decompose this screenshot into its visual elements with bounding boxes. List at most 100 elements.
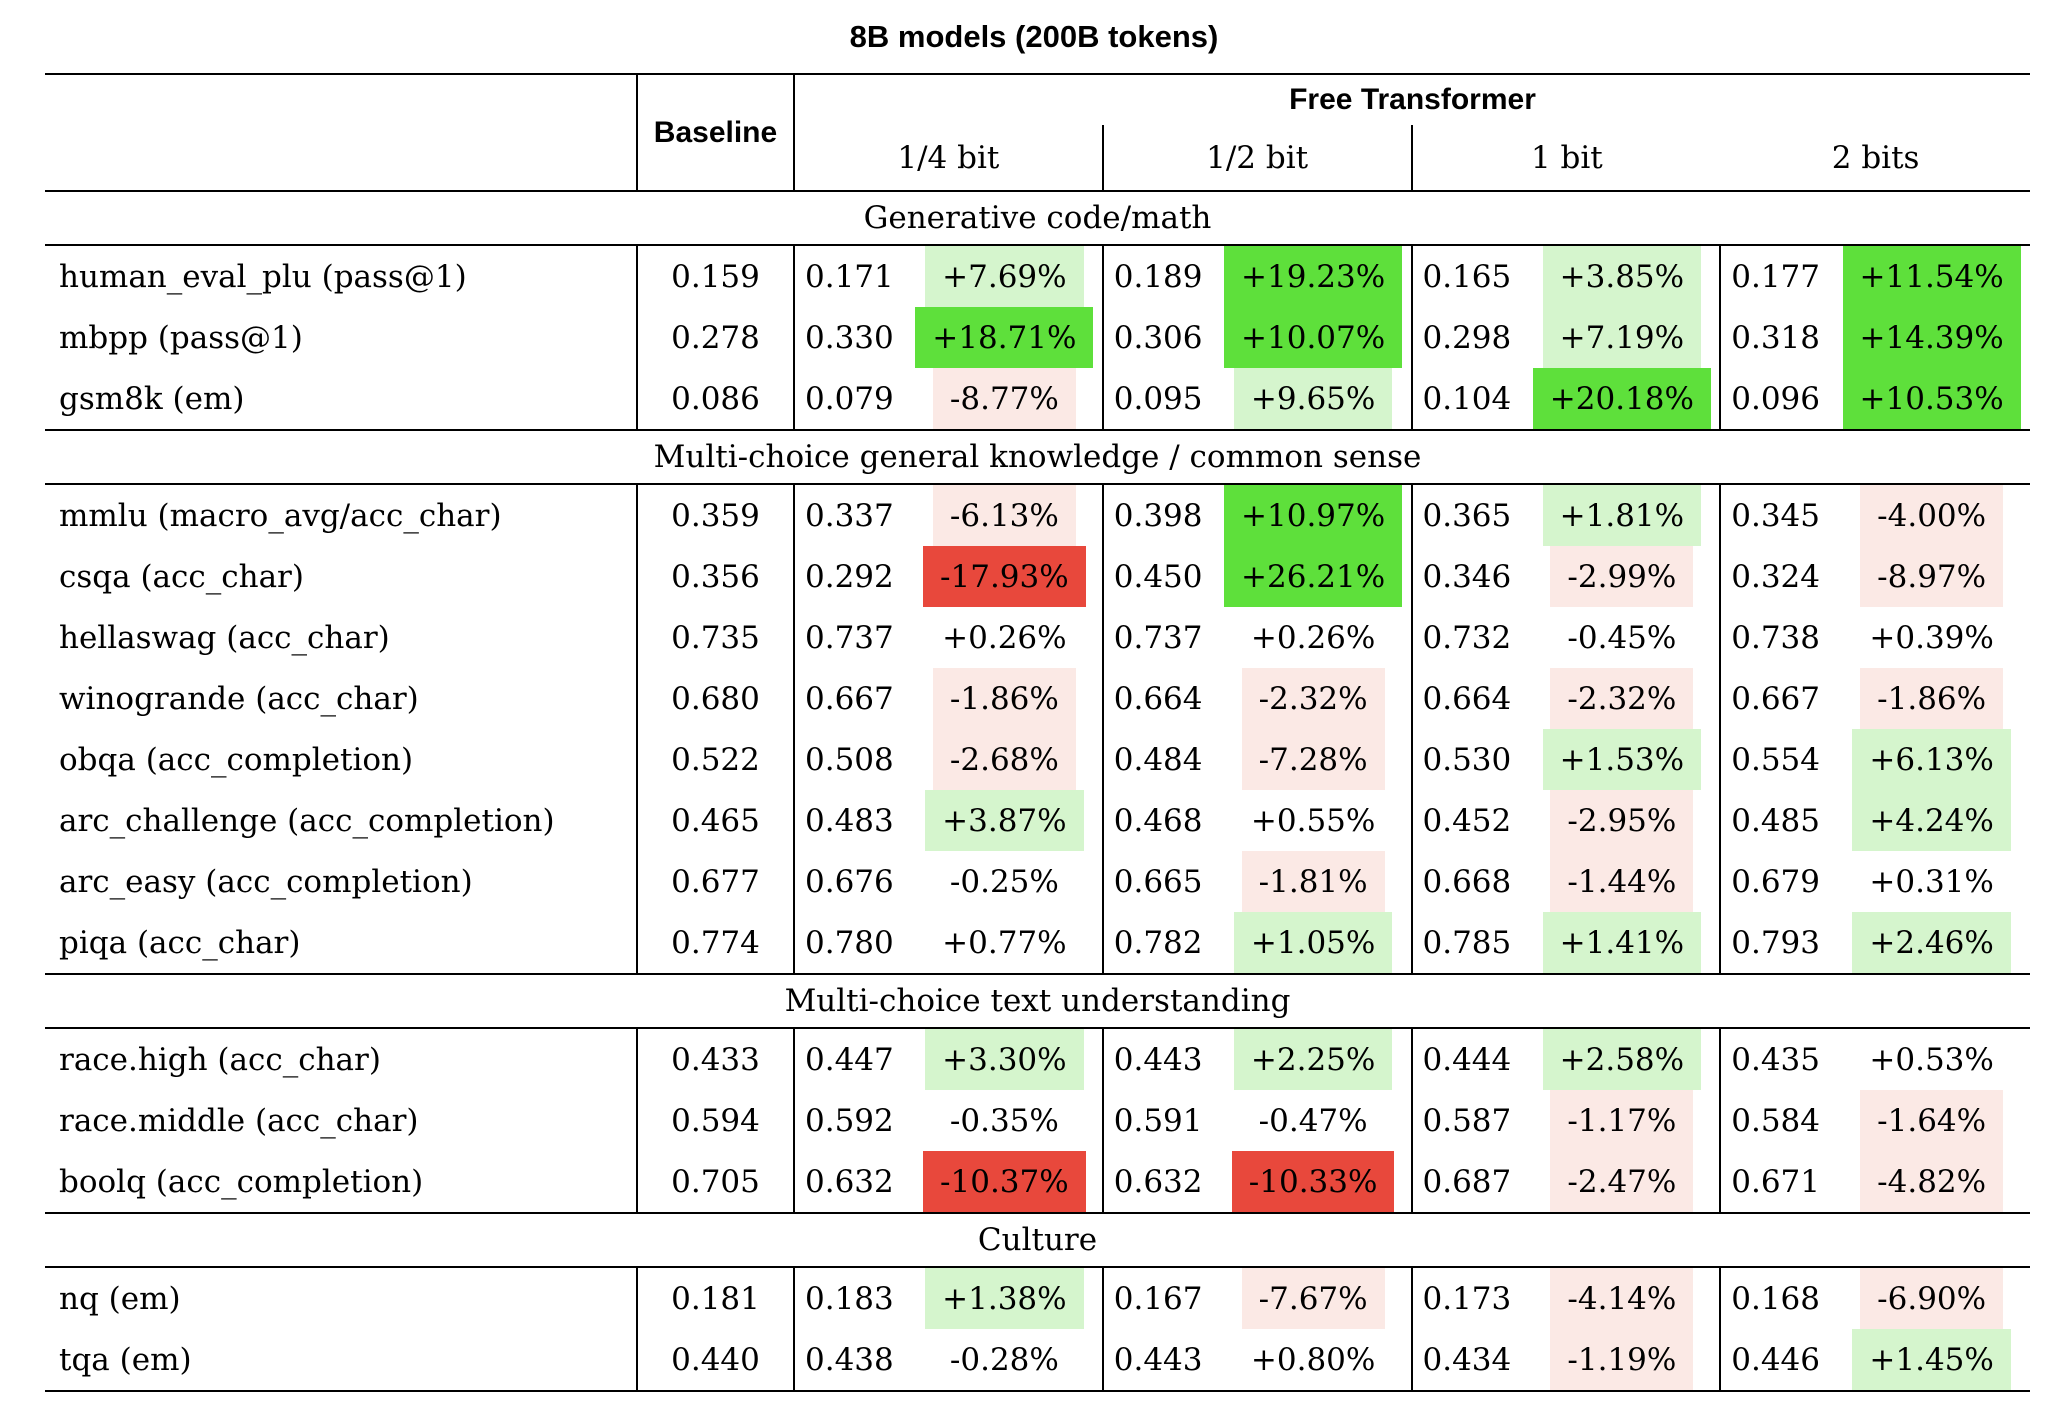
variant-value: 0.177 — [1731, 258, 1820, 295]
variant-value: 0.587 — [1422, 1102, 1512, 1139]
header-variant-two-bits: 2 bits — [1831, 139, 1920, 176]
header-group-label: Free Transformer — [1289, 83, 1536, 116]
section-rule — [45, 244, 2030, 246]
table-row: race.high (acc_char) 0.433 0.447 +3.30% 0.44… — [45, 1029, 2030, 1090]
variant-delta-wrap: +1.05% — [1216, 912, 1411, 973]
variant-delta: -0.47% — [1258, 1102, 1368, 1139]
section-end-rule — [45, 429, 2030, 431]
variant-delta: +0.55% — [1250, 802, 1376, 839]
variant-cell: 0.485 +4.24% — [1721, 790, 2030, 851]
variant-delta-wrap: +2.58% — [1525, 1029, 1720, 1090]
variant-delta: -1.44% — [1550, 851, 1694, 912]
variant-delta: -0.25% — [949, 863, 1059, 900]
variant-delta: +3.30% — [925, 1029, 1084, 1090]
variant-delta-wrap: -4.14% — [1525, 1268, 1720, 1329]
variant-delta-wrap: +6.13% — [1833, 729, 2030, 790]
variant-cell: 0.177 +11.54% — [1721, 246, 2030, 307]
variant-delta-wrap: -1.44% — [1525, 851, 1720, 912]
variant-value: 0.676 — [805, 863, 894, 900]
variant-cell: 0.337 -6.13% — [795, 485, 1104, 546]
variant-delta-wrap: -17.93% — [907, 546, 1102, 607]
variant-cell: 0.446 +1.45% — [1721, 1329, 2030, 1390]
variant-delta: -1.81% — [1241, 851, 1385, 912]
variant-delta-wrap: +3.85% — [1525, 246, 1720, 307]
variant-value: 0.468 — [1113, 802, 1203, 839]
variant-delta: -6.13% — [932, 485, 1076, 546]
benchmark-name: nq (em) — [45, 1268, 638, 1329]
benchmark-name: race.high (acc_char) — [45, 1029, 638, 1090]
variant-cell: 0.782 +1.05% — [1104, 912, 1413, 973]
variant-cell: 0.785 +1.41% — [1413, 912, 1722, 973]
header-variant-one-bit: 1 bit — [1530, 139, 1603, 176]
variant-delta: +1.45% — [1852, 1329, 2011, 1390]
variant-delta: -10.33% — [1231, 1151, 1395, 1212]
variant-delta: +0.77% — [942, 924, 1067, 961]
variant-delta: -1.19% — [1550, 1329, 1694, 1390]
benchmark-name: human_eval_plu (pass@1) — [45, 246, 638, 307]
baseline-value: 0.594 — [638, 1090, 795, 1151]
benchmark-table: Baseline Free Transformer 1/4 bit 1/2 bi… — [45, 73, 2030, 1392]
variant-value: 0.306 — [1113, 319, 1203, 356]
table-row: obqa (acc_completion) 0.522 0.508 -2.68% 0.4… — [45, 729, 2030, 790]
variant-value: 0.738 — [1731, 619, 1820, 656]
variant-delta: -8.97% — [1860, 546, 2004, 607]
benchmark-name: obqa (acc_completion) — [45, 729, 638, 790]
variant-delta: +0.53% — [1869, 1041, 1994, 1078]
variant-cell: 0.587 -1.17% — [1413, 1090, 1722, 1151]
variant-cell: 0.664 -2.32% — [1104, 668, 1413, 729]
variant-delta: -1.17% — [1550, 1090, 1694, 1151]
variant-cell: 0.632 -10.33% — [1104, 1151, 1413, 1212]
variant-value: 0.679 — [1731, 863, 1820, 900]
variant-delta: +1.41% — [1542, 912, 1702, 973]
table-row: hellaswag (acc_char) 0.735 0.737 +0.26% 0.73… — [45, 607, 2030, 668]
variant-cell: 0.679 +0.31% — [1721, 851, 2030, 912]
variant-cell: 0.732 -0.45% — [1413, 607, 1722, 668]
variant-delta: +11.54% — [1842, 246, 2021, 307]
variant-delta-wrap: +3.30% — [907, 1029, 1102, 1090]
variant-cell: 0.676 -0.25% — [795, 851, 1104, 912]
section-label: Culture — [977, 1222, 1098, 1258]
benchmark-name: race.middle (acc_char) — [45, 1090, 638, 1151]
variant-delta-wrap: +18.71% — [907, 307, 1102, 368]
variant-value: 0.345 — [1731, 497, 1820, 534]
variant-delta: +2.58% — [1542, 1029, 1702, 1090]
variant-cell: 0.483 +3.87% — [795, 790, 1104, 851]
variant-delta-wrap: +1.45% — [1833, 1329, 2030, 1390]
variant-cell: 0.793 +2.46% — [1721, 912, 2030, 973]
table-row: mbpp (pass@1) 0.278 0.330 +18.71% 0.306 +10.0… — [45, 307, 2030, 368]
variant-cell: 0.667 -1.86% — [1721, 668, 2030, 729]
variant-delta: -7.67% — [1241, 1268, 1385, 1329]
variant-value: 0.785 — [1422, 924, 1512, 961]
benchmark-name: piqa (acc_char) — [45, 912, 638, 973]
variant-delta: +3.87% — [925, 790, 1084, 851]
baseline-value: 0.680 — [638, 668, 795, 729]
variant-delta: +14.39% — [1842, 307, 2021, 368]
variant-delta-wrap: -1.86% — [1833, 668, 2030, 729]
variant-delta: +2.46% — [1852, 912, 2011, 973]
baseline-value: 0.440 — [638, 1329, 795, 1390]
variant-delta-wrap: -7.28% — [1216, 729, 1411, 790]
variant-delta-wrap: -8.77% — [907, 368, 1102, 429]
variant-delta-wrap: +10.07% — [1216, 307, 1411, 368]
variant-value: 0.171 — [805, 258, 894, 295]
variant-delta-wrap: +7.69% — [907, 246, 1102, 307]
variant-value: 0.318 — [1731, 319, 1820, 356]
variant-cell: 0.737 +0.26% — [795, 607, 1104, 668]
variant-delta-wrap: +26.21% — [1216, 546, 1411, 607]
benchmark-name: arc_challenge (acc_completion) — [45, 790, 638, 851]
variant-delta: -4.00% — [1860, 485, 2004, 546]
variant-delta-wrap: -6.90% — [1833, 1268, 2030, 1329]
variant-delta: +10.53% — [1842, 368, 2021, 429]
variant-cell: 0.398 +10.97% — [1104, 485, 1413, 546]
variant-cell: 0.687 -2.47% — [1413, 1151, 1722, 1212]
variant-cell: 0.189 +19.23% — [1104, 246, 1413, 307]
header-free-transformer-group: Free Transformer 1/4 bit 1/2 bit 1 bit 2… — [795, 75, 2030, 190]
variant-cell: 0.737 +0.26% — [1104, 607, 1413, 668]
variant-value: 0.443 — [1113, 1341, 1203, 1378]
variant-cell: 0.738 +0.39% — [1721, 607, 2030, 668]
variant-delta: -8.77% — [932, 368, 1076, 429]
variant-delta: -2.95% — [1550, 790, 1694, 851]
section-rule — [45, 1027, 2030, 1029]
benchmark-name: hellaswag (acc_char) — [45, 607, 638, 668]
variant-delta-wrap: -1.64% — [1833, 1090, 2030, 1151]
